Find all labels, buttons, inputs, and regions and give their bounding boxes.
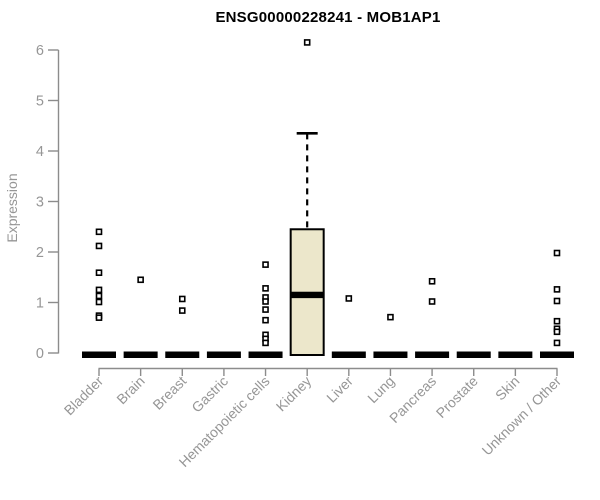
- outlier-brain-0: [137, 276, 144, 284]
- outlier-pancreas-1: [428, 298, 436, 305]
- outlier-unknown-other-0: [553, 249, 561, 257]
- outlier-bladder-0: [95, 228, 103, 236]
- outlier-bladder-7: [95, 314, 103, 321]
- box-collapsed-pancreas: [415, 351, 450, 358]
- outlier-bladder-1: [95, 242, 103, 250]
- box-collapsed-prostate: [456, 351, 491, 358]
- x-tick-label-brain: Brain: [113, 373, 147, 407]
- outlier-bladder-5: [95, 298, 103, 306]
- y-tick-label: 5: [36, 94, 44, 110]
- median-line-kidney: [290, 291, 324, 299]
- outlier-hematopoietic-cells-4: [262, 306, 269, 313]
- box-collapsed-gastric: [206, 351, 241, 358]
- y-tick-label: 0: [36, 346, 44, 362]
- outlier-bladder-2: [95, 269, 103, 277]
- outlier-bladder-4: [95, 292, 103, 300]
- x-tick-label-breast: Breast: [149, 373, 189, 413]
- outlier-liver-0: [345, 295, 353, 302]
- box-collapsed-hematopoietic-cells: [248, 351, 283, 358]
- box-collapsed-brain: [123, 351, 158, 358]
- outlier-hematopoietic-cells-5: [262, 316, 269, 324]
- x-tick-label-lung: Lung: [364, 373, 397, 406]
- y-tick-label: 4: [36, 144, 44, 160]
- y-tick-label: 3: [36, 195, 44, 211]
- x-tick-label-bladder: Bladder: [61, 373, 107, 419]
- box-collapsed-skin: [498, 351, 533, 358]
- box-collapsed-unknown-other: [539, 351, 574, 358]
- outlier-unknown-other-1: [553, 286, 561, 293]
- outlier-breast-1: [178, 307, 186, 314]
- y-tick-label: 1: [36, 296, 44, 312]
- outlier-hematopoietic-cells-8: [262, 339, 269, 347]
- outlier-unknown-other-5: [553, 328, 561, 336]
- y-tick-label: 6: [36, 43, 44, 59]
- outlier-hematopoietic-cells-1: [262, 285, 269, 292]
- box-collapsed-lung: [373, 351, 408, 358]
- x-tick-label-skin: Skin: [492, 373, 523, 404]
- x-tick-label-unknown-other: Unknown / Other: [479, 373, 565, 459]
- outlier-bladder-3: [95, 286, 103, 294]
- outlier-breast-0: [178, 295, 186, 303]
- box-collapsed-breast: [165, 351, 200, 358]
- outlier-hematopoietic-cells-0: [262, 261, 269, 268]
- outlier-unknown-other-2: [553, 297, 561, 305]
- y-tick-label: 2: [36, 245, 44, 261]
- outlier-kidney-0: [303, 39, 311, 46]
- x-tick-label-kidney: Kidney: [273, 373, 315, 415]
- chart-title: ENSG00000228241 - MOB1AP1: [215, 9, 441, 26]
- outlier-unknown-other-3: [553, 317, 561, 325]
- outlier-pancreas-0: [428, 277, 436, 285]
- box-collapsed-bladder: [82, 351, 116, 358]
- x-tick-label-prostate: Prostate: [433, 373, 481, 421]
- box-collapsed-liver: [331, 351, 366, 358]
- x-tick-label-liver: Liver: [323, 373, 356, 406]
- outlier-lung-0: [387, 313, 394, 321]
- outlier-hematopoietic-cells-3: [262, 298, 269, 305]
- outlier-unknown-other-6: [553, 339, 561, 347]
